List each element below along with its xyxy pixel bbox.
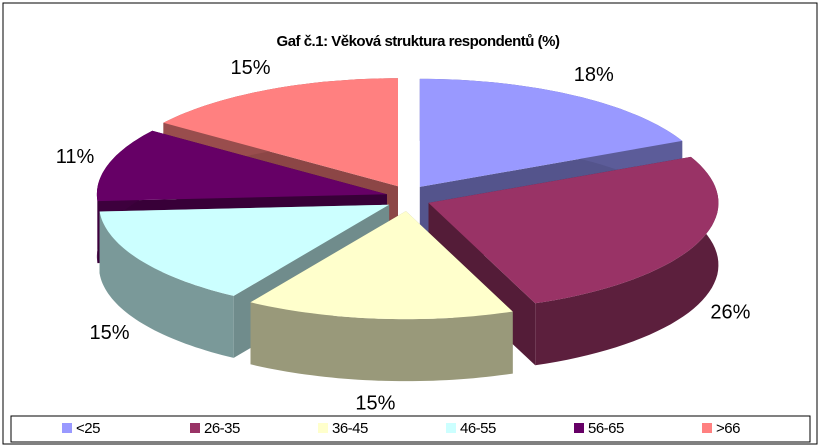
chart-title: Gaf č.1: Věková struktura respondentů (%… [277, 33, 560, 50]
data-label: 15% [355, 393, 395, 415]
data-label: 15% [89, 322, 129, 344]
data-label: 11% [56, 146, 95, 168]
data-label: 15% [231, 57, 271, 79]
legend-swatch [190, 423, 200, 433]
slice-rim [535, 156, 719, 366]
legend-label: <25 [76, 420, 100, 437]
legend-label: 36-45 [332, 420, 368, 437]
legend-swatch [574, 423, 584, 433]
legend-label: 46-55 [460, 420, 496, 437]
legend-swatch [318, 423, 328, 433]
legend-label: >66 [716, 420, 740, 437]
slice [250, 211, 513, 320]
legend-label: 56-65 [588, 420, 624, 437]
legend-swatch [446, 423, 456, 433]
slice [99, 204, 390, 296]
slice [96, 130, 387, 202]
slice [419, 78, 683, 187]
slice [163, 78, 398, 187]
slice-rim [250, 302, 513, 382]
legend-label: 26-35 [204, 420, 240, 437]
data-label: 26% [710, 302, 750, 324]
slice [428, 156, 719, 304]
data-label: 18% [574, 64, 614, 86]
legend-swatch [702, 423, 712, 433]
legend-swatch [62, 423, 72, 433]
legend-box [10, 415, 811, 443]
slice-rim [99, 211, 234, 358]
